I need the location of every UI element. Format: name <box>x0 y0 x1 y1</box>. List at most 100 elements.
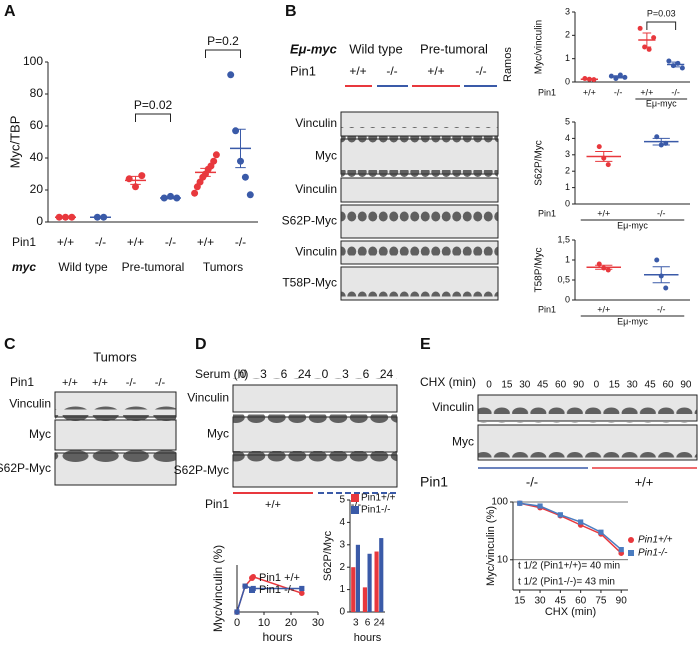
blot-row-label: Vinculin <box>9 397 51 411</box>
data-point <box>596 144 602 150</box>
error-bar <box>60 216 71 219</box>
category-label: +/+ <box>197 235 214 249</box>
blot-bands <box>341 232 498 256</box>
blot-bands <box>233 414 397 450</box>
legend-marker <box>628 537 634 543</box>
genotype: -/- <box>475 64 486 78</box>
blot-header: CHX (min) <box>420 375 476 389</box>
error-bar <box>671 61 680 68</box>
group-label: Eμ-myc <box>646 98 677 108</box>
data-point <box>234 609 240 615</box>
y-tick-label: 1 <box>339 584 345 595</box>
series-line <box>519 502 622 554</box>
blot-row-label: Pin1 <box>290 63 316 78</box>
panel-label: E <box>420 336 431 353</box>
error-bar <box>165 196 176 200</box>
category-label: -/- <box>235 235 246 249</box>
blot-bands <box>341 104 498 128</box>
y-tick-label: 10 <box>497 554 509 565</box>
data-point <box>651 35 657 41</box>
x-tick-label: 60 <box>575 596 587 607</box>
data-point <box>557 512 563 518</box>
genotype: -/- <box>351 499 362 511</box>
data-point <box>517 500 523 506</box>
blot-bands <box>233 451 397 483</box>
panel-label: C <box>4 336 16 353</box>
time-label: 24 <box>298 367 312 381</box>
category-label: +/+ <box>597 304 610 314</box>
time-label: 15 <box>501 380 513 391</box>
y-tick-label: 2 <box>339 562 345 573</box>
category-label: -/- <box>165 235 176 249</box>
panel-label: A <box>4 3 16 20</box>
blot-title: Tumors <box>93 349 137 364</box>
legend-marker <box>249 575 255 581</box>
legend-label: Pin1+/+ <box>361 493 396 504</box>
time-label: 30 <box>627 380 639 391</box>
y-tick-label: 100 <box>23 54 43 68</box>
row-label: Pin1 <box>12 235 36 249</box>
time-label: 45 <box>537 380 549 391</box>
category-label: +/+ <box>597 208 610 218</box>
blot-bands <box>341 263 498 297</box>
row-label: Pin1 <box>538 87 556 97</box>
blot-row-label: Pin1 <box>10 375 34 389</box>
legend-label: Pin1-/- <box>361 505 390 516</box>
x-tick-label: 30 <box>534 596 546 607</box>
category-label: -/- <box>657 304 666 314</box>
genotype: +/+ <box>265 499 281 511</box>
time-label: 3 <box>342 367 349 381</box>
error-bar <box>595 151 613 162</box>
time-label: 0 <box>322 367 329 381</box>
x-tick-label: 20 <box>285 617 297 629</box>
category-label: -/- <box>671 87 680 97</box>
time-label: 0 <box>486 380 492 391</box>
error-bar <box>652 137 670 146</box>
y-tick-label: 0 <box>565 76 570 86</box>
p-value: P=0.2 <box>207 34 239 48</box>
x-tick-label: 30 <box>312 617 324 629</box>
blot-row-label: Vinculin <box>187 391 229 405</box>
bar <box>379 538 384 612</box>
genotype: -/- <box>126 377 137 389</box>
blot-row-label: Pin1 <box>205 497 229 511</box>
blot-bands <box>478 422 697 458</box>
y-tick-label: 5 <box>339 495 345 506</box>
x-axis-label: CHX (min) <box>545 606 596 618</box>
time-label: 3 <box>260 367 267 381</box>
data-point <box>605 162 611 168</box>
time-label: 0 <box>240 367 247 381</box>
y-tick-label: 1 <box>565 182 570 192</box>
annotation: t 1/2 (Pin1+/+)= 40 min <box>518 561 620 572</box>
data-point <box>666 58 672 64</box>
y-axis-label: S62P/Myc <box>322 530 334 581</box>
category-label: +/+ <box>640 87 653 97</box>
series-line <box>519 502 622 551</box>
error-bar <box>130 175 141 185</box>
blot-bands <box>341 201 498 235</box>
blot-group: Wild type <box>349 41 402 56</box>
genotype: -/- <box>155 377 166 389</box>
group-label: Wild type <box>58 260 108 274</box>
blot-row-label: Myc <box>29 427 51 441</box>
legend-label: Pin1-/- <box>638 548 668 559</box>
data-point <box>598 529 604 535</box>
error-bar <box>595 264 613 270</box>
blot-lane-label: Ramos <box>502 47 514 82</box>
x-tick-label: 3 <box>353 618 359 629</box>
bar <box>367 553 372 612</box>
x-tick-label: 75 <box>595 596 607 607</box>
time-label: 6 <box>281 367 288 381</box>
data-point <box>654 257 660 263</box>
y-tick-label: 4 <box>565 133 570 143</box>
time-label: 45 <box>645 380 657 391</box>
legend-marker <box>249 587 255 593</box>
y-axis-label: Myc/vinculin (%) <box>211 545 225 632</box>
data-point <box>246 191 254 199</box>
error-bar <box>585 78 594 81</box>
significance-bracket <box>135 113 171 122</box>
legend-marker <box>351 494 359 502</box>
x-tick-label: 90 <box>616 596 628 607</box>
x-tick-label: 45 <box>555 596 567 607</box>
